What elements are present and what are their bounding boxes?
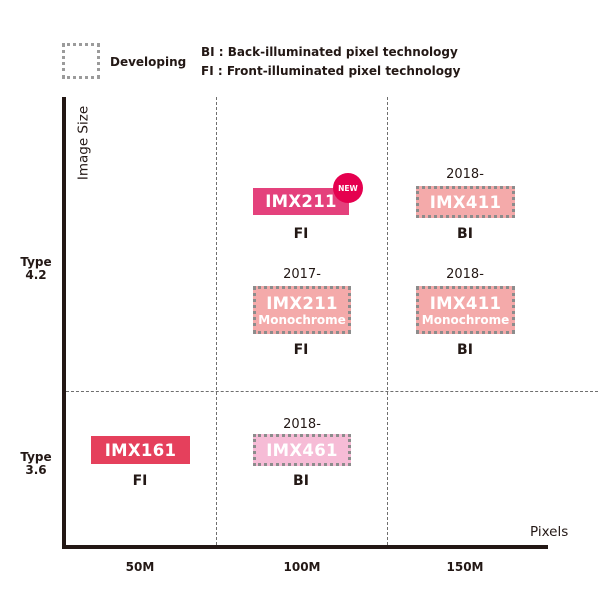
sensor-imx411-monochrome: IMX411 Monochrome: [416, 286, 515, 334]
developing-legend-swatch: [62, 43, 100, 79]
sensor-variant: Monochrome: [258, 312, 346, 327]
sensor-name: IMX161: [104, 440, 177, 460]
sensor-tech-label: BI: [457, 342, 473, 358]
bi-legend-label: BI : Back-illuminated pixel technology: [201, 45, 458, 59]
column-label-150m: 150M: [446, 560, 484, 574]
sensor-variant: Monochrome: [421, 312, 510, 327]
sensor-year: 2018-: [446, 167, 484, 182]
new-badge: NEW: [333, 173, 363, 203]
sensor-year: 2018-: [446, 267, 484, 282]
sensor-tech-label: FI: [132, 473, 148, 489]
sensor-imx161: IMX161: [91, 436, 190, 464]
sensor-year: 2017-: [283, 267, 321, 282]
sensor-name: IMX211: [266, 293, 338, 313]
sensor-name: IMX461: [266, 440, 338, 460]
sensor-imx461: IMX461: [253, 434, 351, 466]
sensor-name: IMX411: [429, 192, 502, 212]
sensor-tech-label: FI: [293, 226, 309, 242]
column-label-100m: 100M: [283, 560, 321, 574]
x-axis-title: Pixels: [530, 524, 569, 540]
sensor-name: IMX411: [429, 293, 502, 313]
grid-line-horizontal: [66, 391, 598, 392]
grid-line-vertical-2: [387, 97, 388, 545]
row-label-line2: 3.6: [25, 463, 47, 477]
row-label-line1: Type: [20, 450, 52, 464]
y-axis: [62, 97, 66, 549]
grid-line-vertical-1: [216, 97, 217, 545]
x-axis: [62, 545, 548, 549]
sensor-imx211-monochrome: IMX211 Monochrome: [253, 286, 351, 334]
sensor-tech-label: FI: [293, 342, 309, 358]
sensor-year: 2018-: [283, 417, 321, 432]
sensor-tech-label: BI: [293, 473, 309, 489]
sensor-tech-label: BI: [457, 226, 473, 242]
column-label-50m: 50M: [125, 560, 155, 574]
developing-legend-label: Developing: [110, 55, 187, 69]
fi-legend-label: FI : Front-illuminated pixel technology: [201, 64, 461, 78]
y-axis-title: Image Size: [75, 105, 92, 181]
row-label-type-4-2: Type 4.2: [16, 256, 56, 282]
row-label-line2: 4.2: [25, 268, 47, 282]
sensor-imx411: IMX411: [416, 186, 515, 218]
sensor-name: IMX211: [265, 192, 337, 211]
row-label-type-3-6: Type 3.6: [16, 451, 56, 477]
row-label-line1: Type: [20, 255, 52, 269]
